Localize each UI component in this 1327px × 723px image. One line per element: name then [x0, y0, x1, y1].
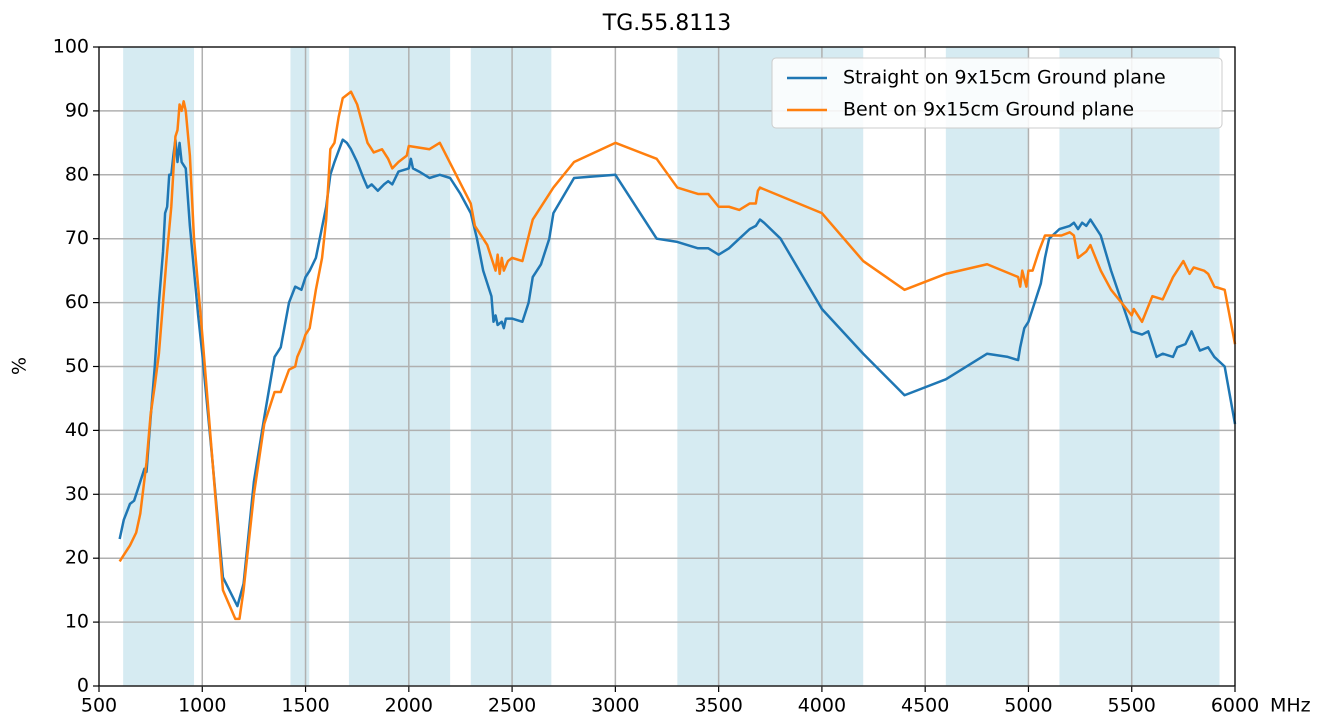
y-tick-label: 30: [65, 483, 89, 505]
y-tick-label: 0: [77, 675, 89, 697]
series-line: [118, 138, 1237, 608]
x-tick-label: 500: [81, 695, 117, 717]
y-tick-label: 20: [65, 547, 89, 569]
legend-label: Bent on 9x15cm Ground plane: [843, 99, 1134, 121]
x-axis-label: MHz: [1270, 695, 1311, 717]
chart-title: TG.55.8113: [602, 11, 731, 36]
y-tick-label: 40: [65, 419, 89, 441]
x-tick-label: 4000: [798, 695, 846, 717]
x-tick-label: 1000: [178, 695, 226, 717]
x-tick-label: 4500: [901, 695, 949, 717]
y-tick-label: 10: [65, 611, 89, 633]
x-tick-label: 5500: [1108, 695, 1156, 717]
legend-label: Straight on 9x15cm Ground plane: [843, 67, 1166, 89]
plot-frame: [98, 46, 1236, 687]
y-tick-label: 50: [65, 355, 89, 377]
x-tick-label: 6000: [1211, 695, 1259, 717]
y-tick-label: 60: [65, 291, 89, 313]
series-line: [118, 90, 1237, 621]
y-tick-label: 100: [53, 36, 89, 58]
y-tick-label: 80: [65, 163, 89, 185]
x-tick-label: 3500: [694, 695, 742, 717]
legend: Straight on 9x15cm Ground plane Bent on 9…: [771, 57, 1223, 129]
x-tick-label: 5000: [1004, 695, 1052, 717]
legend-box: [771, 57, 1223, 129]
x-tick-label: 2000: [385, 695, 433, 717]
x-tick-label: 3000: [591, 695, 639, 717]
x-tick-label: 2500: [488, 695, 536, 717]
y-tick-label: 90: [65, 99, 89, 121]
y-tick-label: 70: [65, 227, 89, 249]
y-axis-label: %: [9, 357, 31, 375]
x-tick-label: 1500: [281, 695, 329, 717]
